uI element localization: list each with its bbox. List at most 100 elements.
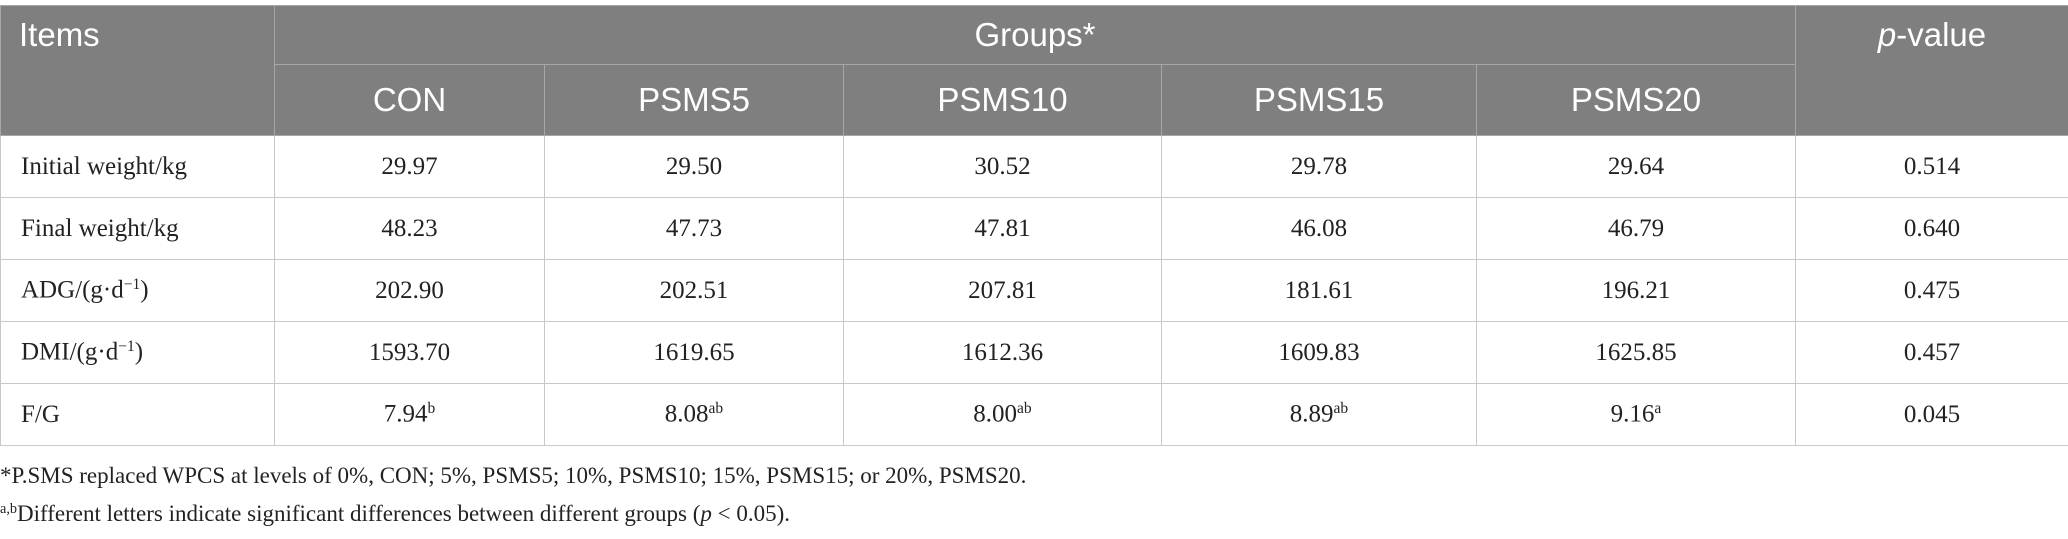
text-run: F/G [21,400,60,428]
text-run: 1593.70 [368,338,451,366]
text-run: 181.61 [1284,276,1354,304]
text-run: 8.89 [1289,400,1334,428]
cell: 46.79 [1476,197,1796,260]
text-run: 29.64 [1607,152,1665,180]
superscript: −1 [118,338,135,356]
text-run: Final weight/kg [21,214,179,242]
text-run: Groups* [974,16,1096,53]
text-run: 0.475 [1903,276,1961,304]
text-run: 46.08 [1290,214,1348,242]
row-label: DMI/(g·d−1) [0,321,275,384]
cell: 9.16a [1476,383,1796,446]
text-run: Initial weight/kg [21,152,187,180]
text-run: 29.50 [665,152,723,180]
cell: 29.97 [274,135,545,198]
superscript: ab [1333,400,1349,418]
cell: 1619.65 [544,321,844,384]
cell: 30.52 [843,135,1162,198]
cell: 181.61 [1161,259,1477,322]
cell: 202.90 [274,259,545,322]
column-header: PSMS15 [1161,64,1477,136]
text-run: 9.16 [1610,400,1655,428]
cell: 202.51 [544,259,844,322]
text-run: 46.79 [1607,214,1665,242]
table-row: Initial weight/kg 29.97 29.50 30.52 29.78 29.… [0,135,2068,198]
superscript: b [427,400,436,418]
row-label: F/G [0,383,275,446]
text-run: 1612.36 [961,338,1044,366]
text-run: 0.045 [1903,400,1961,428]
text-run: ) [140,276,149,304]
text-run: p [700,501,712,526]
text-run: ) [134,338,144,366]
text-run: *P.SMS replaced WPCS at levels of 0%, CO… [0,463,1027,488]
header-cell: Items [0,5,275,136]
p-value-cell: 0.514 [1795,135,2068,198]
cell: 1609.83 [1161,321,1477,384]
text-run: 196.21 [1601,276,1671,304]
table-header: Items Groups* p-value CON PSMS5 PSMS10 PSMS15 P… [0,5,2068,136]
text-run: 202.90 [375,276,444,304]
p-value-cell: 0.475 [1795,259,2068,322]
results-table: Items Groups* p-value CON PSMS5 PSMS10 PSMS15 P… [0,5,2068,446]
table-row: ADG/(g·d−1) 202.90 202.51 207.81 181.61 196.2… [0,259,2068,322]
text-run: ADG/(g·d [21,276,124,304]
column-header: PSMS10 [843,64,1162,136]
superscript: ab [1017,400,1032,418]
text-run: 47.73 [665,214,723,242]
text-run: 29.97 [381,152,438,180]
p-value-cell: 0.640 [1795,197,2068,260]
text-run: DMI/(g·d [21,338,119,366]
text-run: -value [1896,16,1987,53]
cell: 8.89ab [1161,383,1477,446]
text-run: 1619.65 [653,338,735,366]
column-header: CON [274,64,545,136]
cell: 1625.85 [1476,321,1796,384]
text-run: Different letters indicate significant d… [17,501,701,526]
footnote: a,bDifferent letters indicate significan… [0,501,790,527]
cell: 7.94b [274,383,545,446]
cell: 8.08ab [544,383,844,446]
table-body: Initial weight/kg 29.97 29.50 30.52 29.78 29.… [0,135,2068,446]
cell: 47.73 [544,197,844,260]
text-run: Items [19,16,100,53]
row-label: ADG/(g·d−1) [0,259,275,322]
text-run: 8.08 [664,400,709,428]
row-label: Initial weight/kg [0,135,275,198]
cell: 29.64 [1476,135,1796,198]
text-run: < 0.05). [711,501,790,526]
column-header: PSMS20 [1476,64,1796,136]
text-run: 0.514 [1903,152,1961,180]
superscript: a,b [0,501,18,518]
header-cell: p-value [1795,5,2068,136]
row-label: Final weight/kg [0,197,275,260]
column-header: PSMS5 [544,64,844,136]
cell: 1612.36 [843,321,1162,384]
text-run: 0.640 [1903,214,1961,242]
cell: 46.08 [1161,197,1477,260]
text-run: 207.81 [968,276,1037,304]
p-value-cell: 0.457 [1795,321,2068,384]
superscript: a [1654,400,1662,418]
cell: 207.81 [843,259,1162,322]
superscript: ab [708,400,724,418]
cell: 29.50 [544,135,844,198]
cell: 1593.70 [274,321,545,384]
header-cell: Groups* [274,5,1796,65]
table-row: F/G 7.94b 8.08ab 8.00ab 8.89ab 9.16a 0.045 [0,383,2068,446]
superscript: −1 [123,276,141,294]
text-run: 47.81 [974,214,1031,242]
header-row: Items Groups* p-value [0,5,2068,136]
footnote: *P.SMS replaced WPCS at levels of 0%, CO… [0,463,1026,489]
text-run: 7.94 [383,400,428,428]
cell: 29.78 [1161,135,1477,198]
header-row: CON PSMS5 PSMS10 PSMS15 PSMS20 [1,64,2068,136]
cell: 8.00ab [843,383,1162,446]
cell: 48.23 [274,197,545,260]
text-run: 1609.83 [1278,338,1360,366]
cell: 47.81 [843,197,1162,260]
text-run: 8.00 [973,400,1018,428]
text-run: 202.51 [659,276,729,304]
p-value-cell: 0.045 [1795,383,2068,446]
